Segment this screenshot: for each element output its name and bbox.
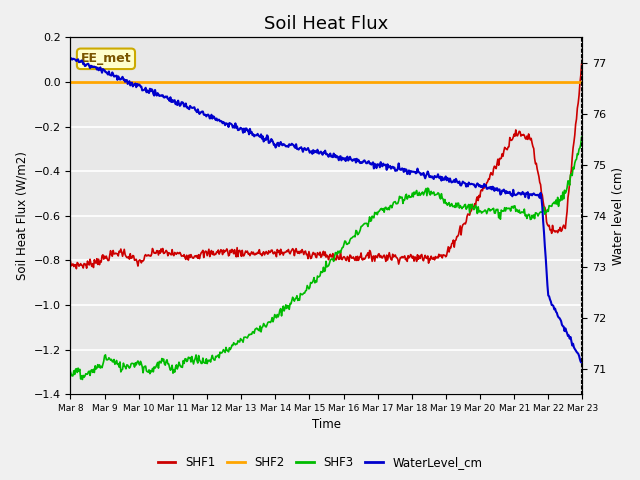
SHF2 — [408, 79, 416, 85]
SHF1 — [199, 248, 207, 253]
SHF1 — [67, 258, 74, 264]
SHF1 — [158, 249, 166, 255]
SHF1 — [410, 253, 417, 259]
WaterLevel_cm — [578, 360, 586, 366]
SHF2 — [369, 79, 376, 85]
WaterLevel_cm — [299, 149, 307, 155]
SHF3 — [579, 135, 586, 141]
SHF2 — [452, 79, 460, 85]
SHF2 — [298, 79, 306, 85]
SHF3 — [453, 204, 461, 210]
WaterLevel_cm — [369, 159, 377, 165]
SHF1 — [72, 266, 80, 272]
SHF1 — [369, 253, 377, 259]
SHF3 — [299, 291, 307, 297]
X-axis label: Time: Time — [312, 419, 341, 432]
SHF2 — [67, 79, 74, 85]
SHF1 — [299, 249, 307, 254]
Line: WaterLevel_cm: WaterLevel_cm — [70, 58, 582, 363]
WaterLevel_cm — [158, 93, 166, 99]
Y-axis label: Soil Heat Flux (W/m2): Soil Heat Flux (W/m2) — [15, 151, 28, 280]
WaterLevel_cm — [67, 57, 74, 62]
SHF2 — [579, 79, 586, 85]
SHF3 — [410, 194, 417, 200]
Title: Soil Heat Flux: Soil Heat Flux — [264, 15, 388, 33]
SHF2 — [198, 79, 206, 85]
Line: SHF1: SHF1 — [70, 60, 582, 269]
Y-axis label: Water level (cm): Water level (cm) — [612, 167, 625, 265]
WaterLevel_cm — [199, 108, 207, 114]
WaterLevel_cm — [67, 55, 75, 61]
SHF3 — [158, 356, 166, 361]
WaterLevel_cm — [453, 178, 461, 184]
SHF3 — [199, 355, 207, 361]
Line: SHF3: SHF3 — [70, 137, 582, 380]
SHF1 — [579, 58, 586, 63]
SHF1 — [453, 234, 461, 240]
Legend: SHF1, SHF2, SHF3, WaterLevel_cm: SHF1, SHF2, SHF3, WaterLevel_cm — [153, 452, 487, 474]
WaterLevel_cm — [579, 360, 586, 365]
SHF3 — [67, 369, 74, 375]
SHF2 — [157, 79, 165, 85]
SHF3 — [369, 215, 377, 220]
SHF3 — [578, 134, 586, 140]
SHF3 — [79, 377, 86, 383]
WaterLevel_cm — [410, 169, 417, 175]
Text: EE_met: EE_met — [81, 52, 131, 65]
